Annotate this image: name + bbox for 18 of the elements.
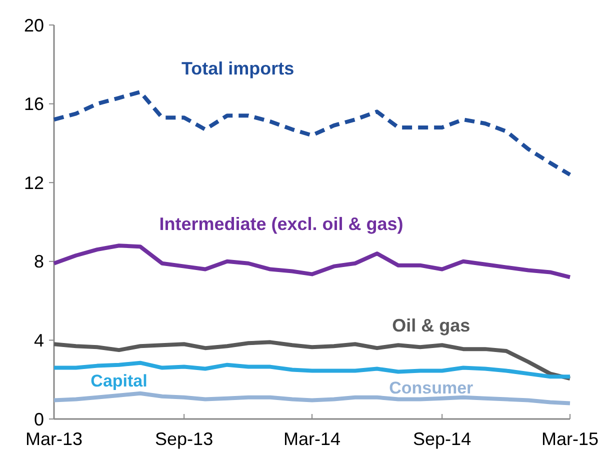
line-series <box>52 90 572 177</box>
series-label: Oil & gas <box>392 315 470 336</box>
series-label: Intermediate (excl. oil & gas) <box>159 214 404 234</box>
x-tick-label: Sep-14 <box>413 429 472 449</box>
y-tick-label: 8 <box>34 252 44 272</box>
series-label: Consumer <box>389 378 474 398</box>
x-tick-label: Mar-13 <box>25 429 83 449</box>
series-label: Capital <box>90 371 148 390</box>
x-tick-label: Mar-15 <box>541 429 599 449</box>
x-tick-label: Mar-14 <box>283 429 341 449</box>
line-series <box>52 244 572 280</box>
x-tick-label: Sep-13 <box>155 429 214 449</box>
y-tick-label: 16 <box>24 94 44 114</box>
text: Total imports <box>181 58 294 78</box>
y-tick-label: 12 <box>24 172 44 193</box>
y-tick-label: 4 <box>34 330 44 350</box>
y-tick-label: 0 <box>34 409 44 430</box>
y-tick-label: 20 <box>24 15 44 36</box>
